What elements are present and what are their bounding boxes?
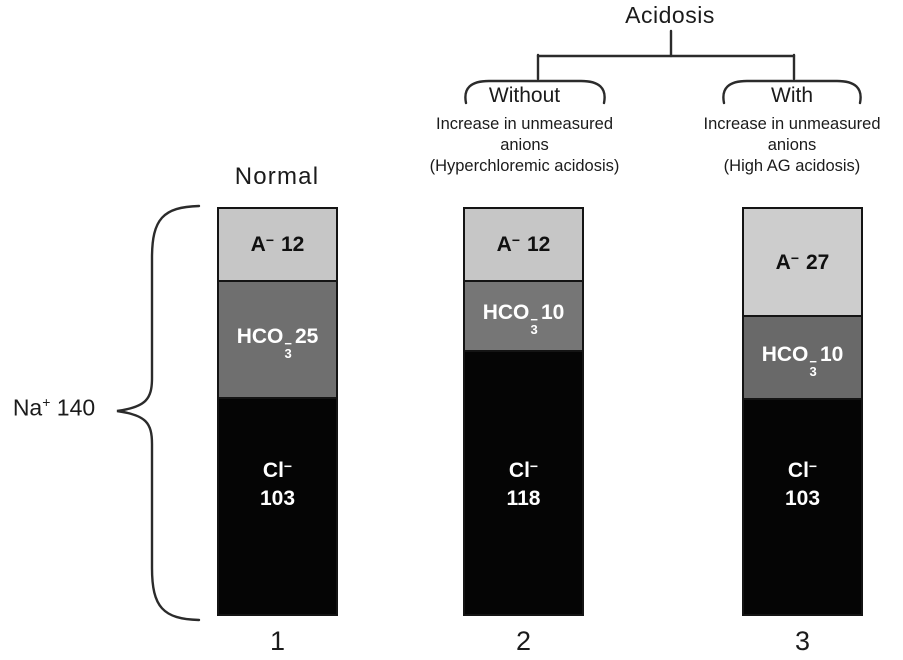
segment-label-a-minus: A− 27 <box>776 250 830 275</box>
with-brace <box>722 79 862 105</box>
segment-label-a-minus: A− 12 <box>497 232 551 257</box>
figure-title: Acidosis <box>625 2 715 28</box>
ion-sub-sup: −3 <box>284 335 292 361</box>
column-number-3: 3 <box>794 626 811 656</box>
ion-symbol: A <box>250 232 266 256</box>
ion-symbol: HCO <box>482 301 530 325</box>
ion-superscript-minus: − <box>265 231 274 248</box>
ion-subscript: 3 <box>809 364 817 380</box>
branch-desc-line: (High AG acidosis) <box>723 157 861 175</box>
segment-a-minus: A− 12 <box>465 209 582 280</box>
branch-desc-line: anions <box>500 136 549 154</box>
stacked-bar-1: A− 12 HCO −3 25 Cl− 103 <box>217 207 338 616</box>
segment-cl <box>744 398 861 614</box>
na-curly-brace <box>116 204 201 622</box>
ion-subscript: 3 <box>530 322 538 338</box>
branch-keyword: Without <box>488 84 561 107</box>
segment-value: 103 <box>259 487 296 510</box>
branch-desc-line: Increase in unmeasured <box>435 115 614 133</box>
segment-hco3: HCO −3 10 <box>744 315 861 399</box>
segment-value: 10 <box>819 343 844 367</box>
na-label: Na+ 140 <box>2 394 106 422</box>
ion-sub-sup: −3 <box>809 354 817 380</box>
segment-cl <box>465 349 582 614</box>
column-header-normal: Normal <box>234 163 320 190</box>
branch-desc-line: (Hyperchloremic acidosis) <box>429 157 620 175</box>
without-brace <box>464 79 606 105</box>
segment-value: 118 <box>506 487 541 510</box>
segment-label-hco3: HCO −3 10 <box>482 301 565 336</box>
segment-label-hco3: HCO −3 25 <box>236 324 319 360</box>
ion-superscript-minus: − <box>284 335 292 351</box>
ion-superscript-minus: − <box>529 458 539 474</box>
ion-sub-sup: −3 <box>530 312 538 338</box>
branch-desc-line: Increase in unmeasured <box>703 115 881 133</box>
column-number-1: 1 <box>269 626 286 656</box>
stacked-bar-2: A− 12 HCO −3 10 Cl− 118 <box>463 207 584 616</box>
ion-superscript-minus: − <box>808 458 818 474</box>
segment-hco3: HCO −3 10 <box>465 279 582 350</box>
ion-superscript-minus: − <box>511 231 520 248</box>
ion-symbol: HCO <box>236 324 284 348</box>
ion-superscript-minus: − <box>283 458 293 474</box>
segment-cl <box>219 396 336 614</box>
na-ion: Na <box>12 394 43 421</box>
ion-symbol: Cl <box>508 459 530 482</box>
segment-label-cl: Cl− 118 <box>465 452 582 513</box>
branch-without: Without Increase in unmeasured anions (H… <box>403 84 646 177</box>
segment-ion-line: Cl− <box>219 452 336 485</box>
segment-label-cl: Cl− 103 <box>744 452 861 513</box>
segment-label-hco3: HCO −3 10 <box>761 343 844 378</box>
segment-ion-line: Cl− <box>465 452 582 485</box>
branch-keyword: With <box>771 84 813 107</box>
ion-symbol: A <box>775 250 791 274</box>
segment-a-minus: A− 27 <box>744 209 861 316</box>
na-value: 140 <box>56 394 96 421</box>
ion-subscript: 3 <box>284 345 292 361</box>
segment-label-cl: Cl− 103 <box>219 452 336 513</box>
segment-value: 25 <box>294 324 319 348</box>
stacked-bar-3: A− 27 HCO −3 10 Cl− 103 <box>742 207 863 616</box>
ion-superscript-minus: − <box>790 249 799 266</box>
segment-value: 12 <box>527 232 551 256</box>
segment-a-minus: A− 12 <box>219 209 336 280</box>
ion-symbol: A <box>496 232 512 256</box>
na-charge: + <box>42 394 51 410</box>
branch-desc-line: anions <box>767 136 817 154</box>
segment-ion-line: Cl− <box>744 452 861 485</box>
segment-hco3: HCO −3 25 <box>219 279 336 397</box>
ion-symbol: Cl <box>787 459 809 482</box>
ion-superscript-minus: − <box>530 312 538 328</box>
column-number-2: 2 <box>515 626 532 656</box>
segment-value: 12 <box>281 232 305 256</box>
branch-with: With Increase in unmeasured anions (High… <box>672 84 903 177</box>
segment-label-a-minus: A− 12 <box>251 232 305 257</box>
segment-value: 103 <box>784 487 821 510</box>
ion-symbol: Cl <box>262 459 284 482</box>
ion-symbol: HCO <box>761 343 809 367</box>
segment-value: 27 <box>806 250 830 274</box>
segment-value: 10 <box>540 301 565 325</box>
ion-superscript-minus: − <box>809 354 817 370</box>
